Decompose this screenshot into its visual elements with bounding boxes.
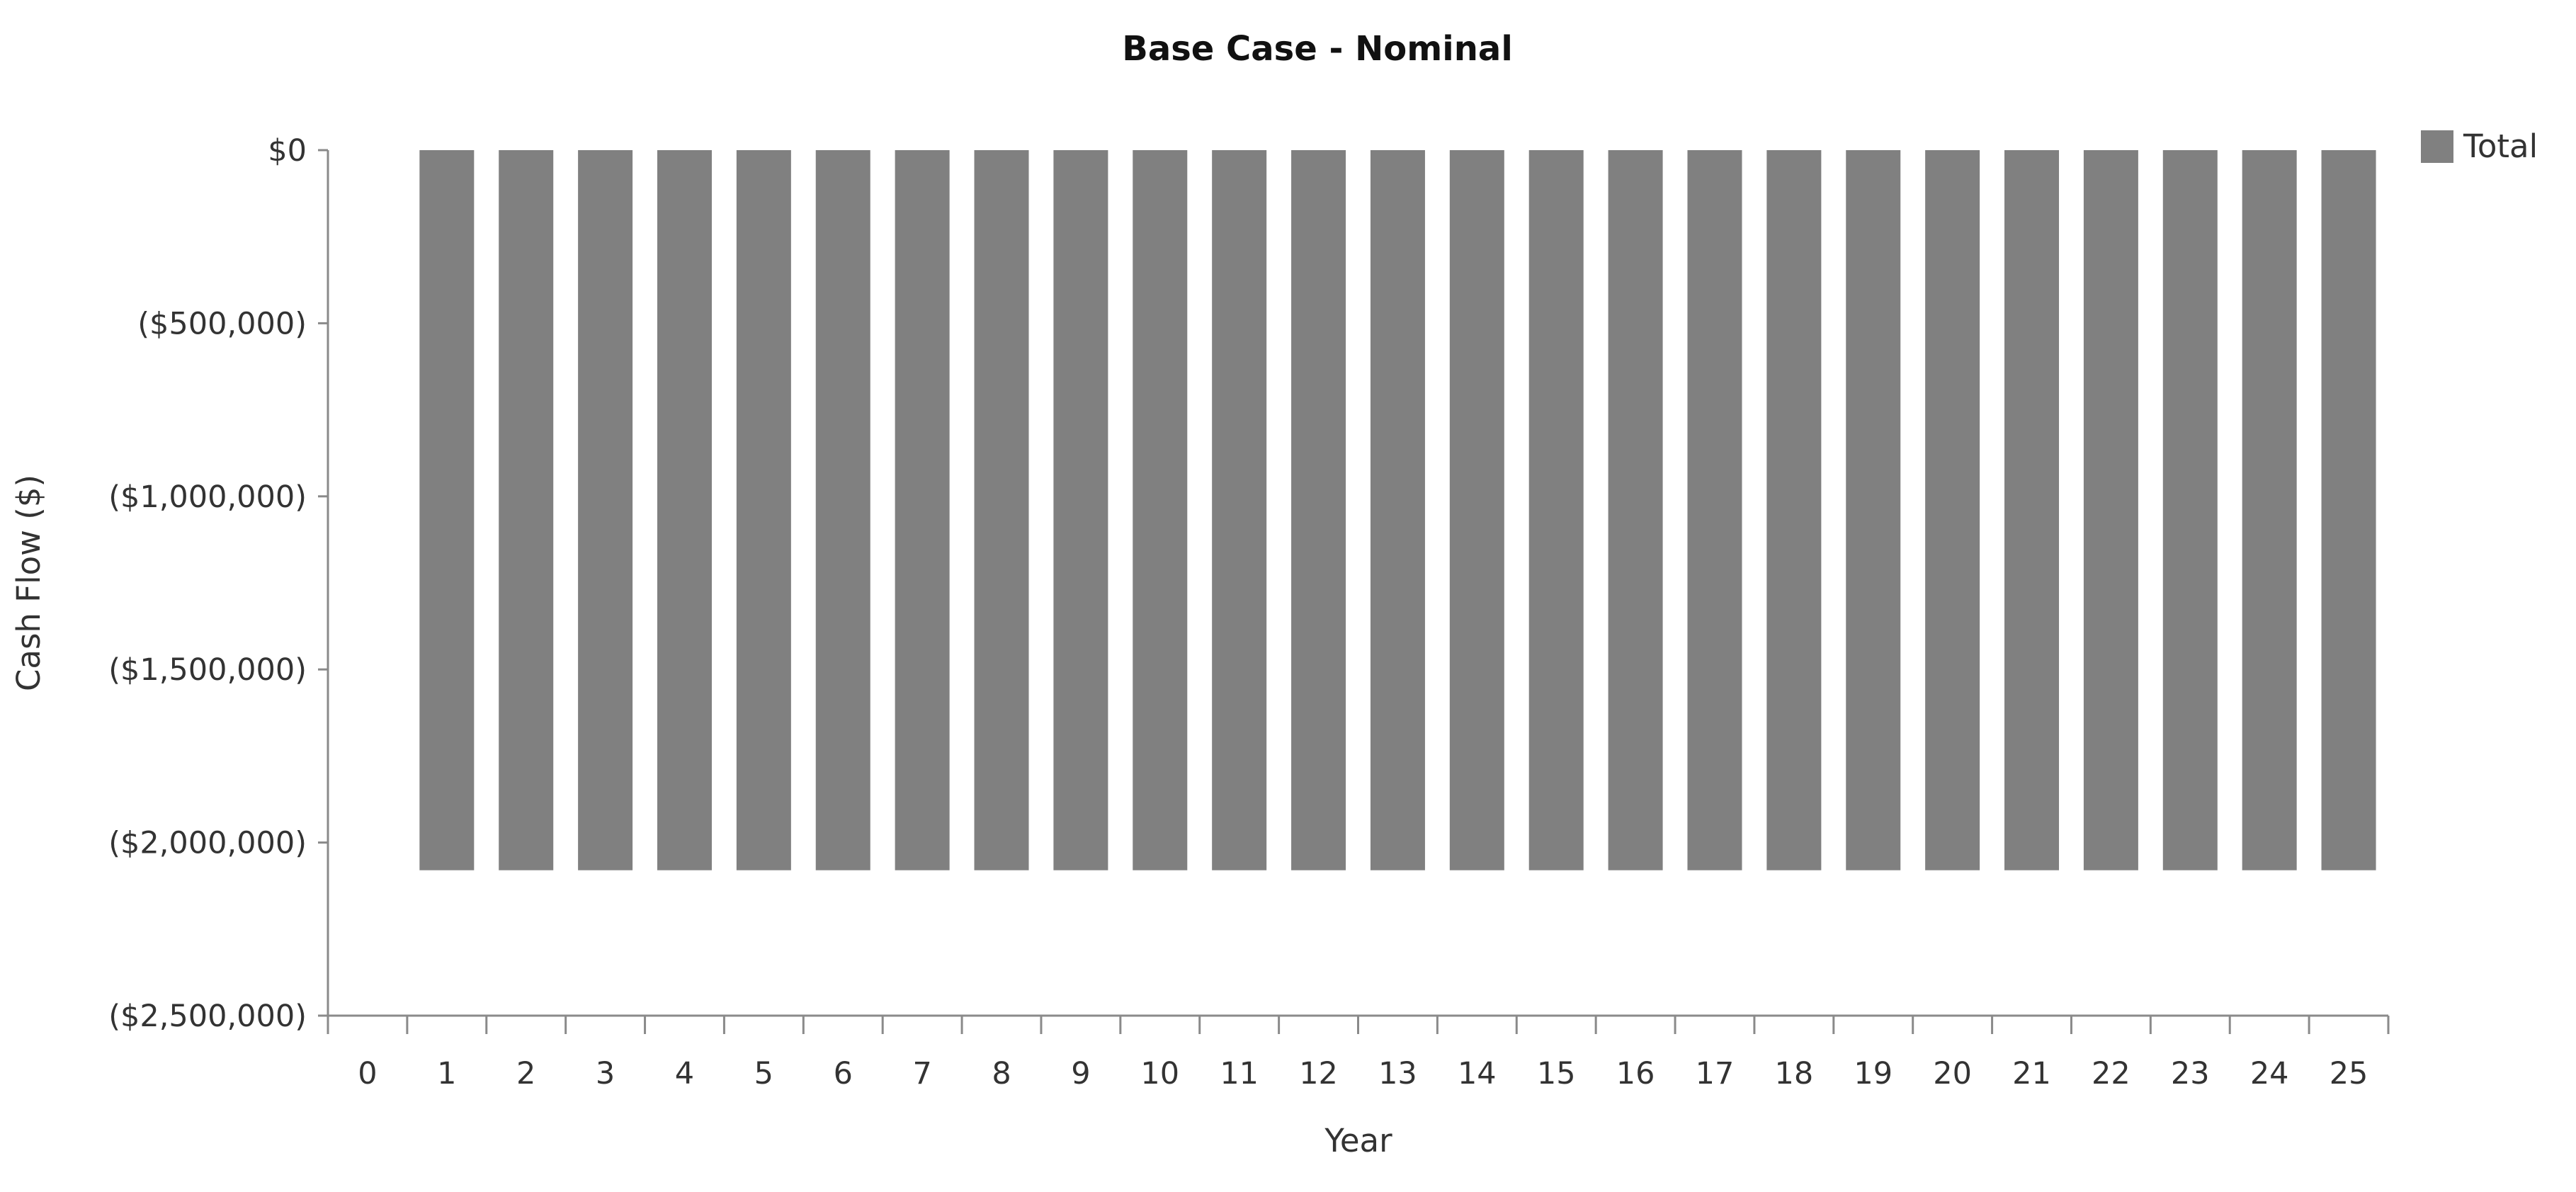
bar-year-2: [499, 150, 554, 870]
x-tick-label: 14: [1458, 1056, 1497, 1091]
x-tick-label: 19: [1854, 1056, 1893, 1091]
bar-year-21: [2004, 150, 2060, 870]
bar-year-6: [815, 150, 870, 870]
y-tick-label: ($1,500,000): [108, 652, 307, 688]
x-tick-label: 10: [1140, 1056, 1179, 1091]
bar-year-18: [1766, 150, 1822, 870]
x-tick-label: 22: [2092, 1056, 2130, 1091]
x-tick-label: 15: [1537, 1056, 1576, 1091]
x-tick-label: 17: [1696, 1056, 1735, 1091]
y-tick-label: ($2,000,000): [108, 826, 307, 861]
bar-year-9: [1053, 150, 1108, 870]
bar-year-8: [974, 150, 1029, 870]
x-tick-label: 20: [1933, 1056, 1972, 1091]
y-tick-label: $0: [268, 133, 307, 169]
x-tick-label: 18: [1775, 1056, 1814, 1091]
x-axis-title: Year: [1324, 1122, 1392, 1159]
bar-year-1: [419, 150, 475, 870]
x-tick-label: 6: [834, 1056, 853, 1091]
bar-year-17: [1687, 150, 1742, 870]
x-tick-label: 16: [1616, 1056, 1655, 1091]
x-tick-label: 0: [358, 1056, 377, 1091]
bar-year-22: [2083, 150, 2138, 870]
bar-year-15: [1528, 150, 1584, 870]
bar-year-24: [2242, 150, 2297, 870]
x-tick-label: 13: [1378, 1056, 1417, 1091]
x-axis: 0 1 2 3 4 5 6 7 8 9 10 11 12 13 14 15 16 17 18 19 20 21 22 23 24…: [327, 1014, 2390, 1091]
bar-year-3: [578, 150, 633, 870]
bar-year-11: [1212, 150, 1267, 870]
y-tick-label: ($2,500,000): [108, 999, 307, 1034]
bar-year-12: [1291, 150, 1346, 870]
bar-year-5: [736, 150, 791, 870]
bar-year-7: [895, 150, 950, 870]
x-tick-label: 1: [437, 1056, 456, 1091]
bar-year-13: [1370, 150, 1425, 870]
bar-series-total: [419, 150, 2376, 870]
legend-swatch-total: [2421, 130, 2453, 163]
x-tick-label: 3: [596, 1056, 615, 1091]
x-tick-label: 8: [992, 1056, 1011, 1091]
bar-year-25: [2321, 150, 2376, 870]
x-tick-label: 21: [2012, 1056, 2051, 1091]
bar-year-16: [1608, 150, 1663, 870]
bar-year-20: [1925, 150, 1980, 870]
x-tick-label: 25: [2330, 1056, 2368, 1091]
y-tick-label: ($1,000,000): [108, 479, 307, 515]
x-tick-label: 5: [754, 1056, 773, 1091]
legend: Total: [2421, 127, 2538, 165]
bar-year-4: [657, 150, 712, 870]
x-tick-label: 12: [1299, 1056, 1338, 1091]
x-tick-label: 24: [2250, 1056, 2289, 1091]
bar-year-23: [2162, 150, 2218, 870]
chart-title: Base Case - Nominal: [1122, 29, 1513, 69]
y-axis: $0 ($500,000) ($1,000,000) ($1,500,000) ($2,…: [108, 133, 329, 1034]
legend-label-total: Total: [2463, 127, 2538, 165]
y-axis-title: Cash Flow ($): [10, 475, 47, 691]
bar-year-10: [1133, 150, 1188, 870]
bar-year-14: [1449, 150, 1504, 870]
x-tick-label: 4: [675, 1056, 694, 1091]
y-tick-label: ($500,000): [137, 306, 307, 341]
x-axis-ticks: 0 1 2 3 4 5 6 7 8 9 10 11 12 13 14 15 16 17 18 19 20 21 22 23 24…: [327, 1016, 2390, 1091]
bar-year-19: [1846, 150, 1901, 870]
y-axis-ticks: $0 ($500,000) ($1,000,000) ($1,500,000) ($2,…: [108, 133, 328, 1034]
x-tick-label: 11: [1220, 1056, 1259, 1091]
x-tick-label: 23: [2171, 1056, 2210, 1091]
x-tick-label: 2: [516, 1056, 535, 1091]
x-tick-label: 7: [912, 1056, 931, 1091]
x-tick-label: 9: [1071, 1056, 1090, 1091]
